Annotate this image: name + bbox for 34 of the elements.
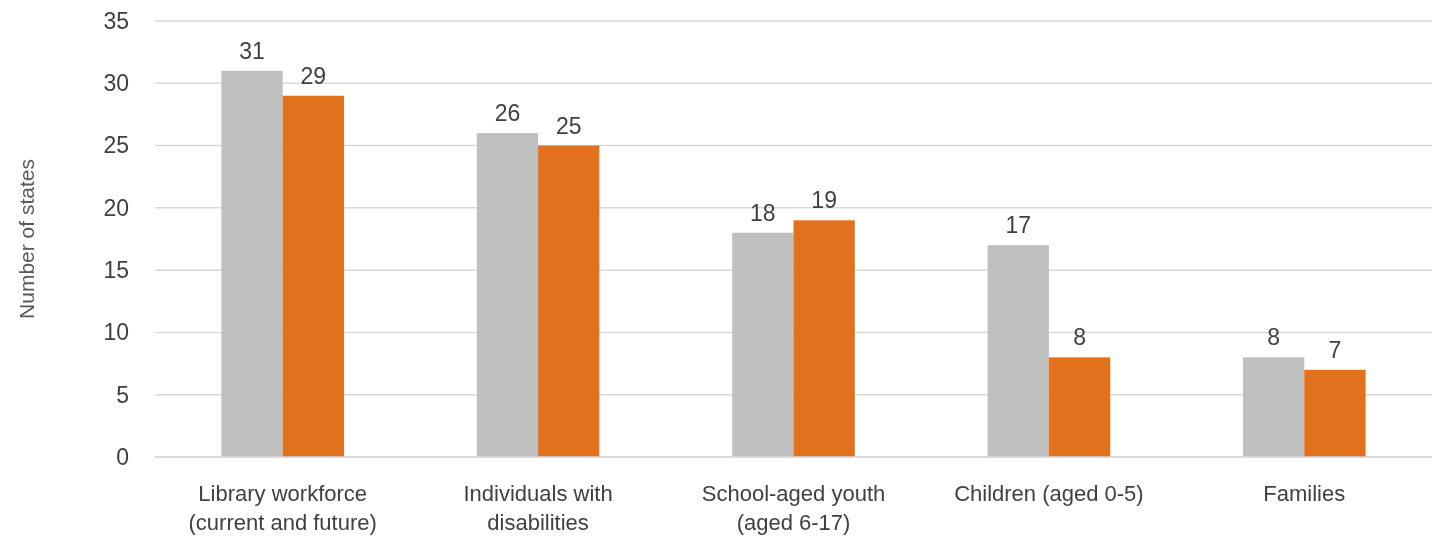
bar <box>732 232 794 457</box>
y-tick-label: 30 <box>103 70 129 97</box>
bar <box>282 95 344 457</box>
bar <box>476 133 539 457</box>
y-tick-label: 0 <box>116 443 129 470</box>
y-tick-label: 20 <box>103 194 129 221</box>
data-label: 18 <box>750 199 776 226</box>
x-tick-label: School-aged youth (aged 6-17) <box>701 481 886 535</box>
y-tick-label: 15 <box>103 257 129 283</box>
bar <box>1243 357 1305 457</box>
y-axis-title: Number of states <box>15 159 38 319</box>
data-label: 17 <box>1005 212 1032 239</box>
y-tick-label: 5 <box>116 381 129 408</box>
data-label: 25 <box>555 112 582 139</box>
data-label: 7 <box>1328 336 1342 363</box>
data-label: 26 <box>494 100 521 127</box>
bar <box>987 245 1049 457</box>
y-tick-label: 35 <box>103 7 129 34</box>
bar <box>1048 357 1111 457</box>
data-label: 19 <box>811 187 837 214</box>
bar <box>538 145 600 457</box>
data-label: 8 <box>1267 324 1281 351</box>
bar <box>221 70 283 457</box>
bar <box>793 220 855 457</box>
x-tick-label: Families <box>1263 481 1346 506</box>
x-tick-label: Children (aged 0-5) <box>954 481 1144 506</box>
bar <box>1304 369 1366 457</box>
x-tick-label: Library workforce (current and future) <box>188 481 377 535</box>
y-tick-label: 25 <box>103 132 129 159</box>
data-label: 31 <box>239 37 265 64</box>
data-label: 29 <box>300 62 327 89</box>
x-tick-label: Individuals with disabilities <box>463 481 613 535</box>
y-tick-label: 10 <box>103 319 129 346</box>
data-label: 8 <box>1073 324 1086 351</box>
